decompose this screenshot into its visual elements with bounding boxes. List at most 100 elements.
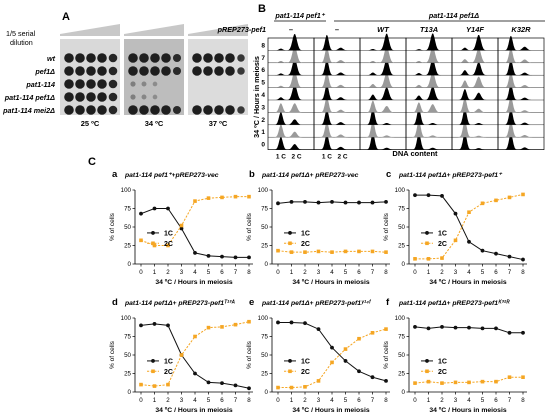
colony-spot: [130, 81, 136, 87]
histogram-column: [359, 37, 407, 150]
colony-spot: [192, 105, 202, 115]
point-1c: [316, 200, 321, 205]
y-tick-label: 100: [121, 315, 132, 322]
point-2c: [316, 249, 321, 254]
chart-letter: b: [249, 169, 255, 180]
point-1c: [370, 375, 375, 380]
histogram-column: [497, 37, 545, 150]
x-tick-label: 1: [290, 269, 294, 276]
dna-histogram: [316, 59, 358, 76]
chart-e: e pat1-114 pef1Δ+ pREP273-pef1ʸ¹⁴ᶠ0255075…: [246, 297, 390, 414]
legend-label-1c: 1C: [438, 358, 447, 365]
colony-spot: [192, 53, 202, 63]
panel-b: B pat1-114 pef1⁺ pat1-114 pef1Δ pREP273-…: [217, 3, 545, 161]
x-tick-label: 7: [371, 269, 375, 276]
y-tick-label: 25: [124, 243, 131, 250]
y-tick-label: 75: [261, 334, 268, 341]
colony-spot: [108, 105, 118, 115]
colony-spot: [108, 53, 118, 63]
y-tick-label: 100: [258, 187, 269, 194]
colony-spot: [192, 66, 202, 76]
point-1c: [384, 379, 388, 383]
point-1c: [193, 371, 197, 376]
point-1c: [440, 324, 444, 329]
colony-spot: [225, 105, 235, 115]
chart-title: pat1-114 pef1Δ+ pREP273-pef1ᴷ³²ᴿ: [398, 300, 510, 307]
dna-histogram: [408, 120, 450, 138]
dna-histogram: [408, 102, 450, 113]
dna-histogram: [500, 108, 542, 125]
dna-histogram: [270, 71, 312, 88]
column-header: –: [335, 25, 339, 34]
x-tick-label: 8: [384, 269, 388, 276]
y-tick-label: 50: [398, 352, 405, 359]
x-tick-label: 8: [521, 269, 525, 276]
colony-spot: [75, 66, 85, 76]
legend-marker-2c: [288, 369, 292, 374]
y-tick-label: 100: [395, 315, 406, 322]
dna-histogram: [454, 35, 496, 51]
dna-histogram: [270, 124, 312, 138]
dna-histogram: [270, 136, 312, 150]
legend-label-2c: 2C: [438, 241, 447, 248]
legend-label-2c: 2C: [301, 369, 310, 376]
point-2c: [330, 250, 334, 254]
chart-d: d pat1-114 pef1Δ+ pREP273-pef1ᵀ¹³ᴬ0255075…: [109, 297, 253, 414]
x-tick-label: 4: [467, 397, 471, 404]
series-line-1c: [415, 194, 524, 261]
x-tick-label: 5: [481, 269, 485, 276]
x-tick-label: 0: [413, 269, 417, 276]
colony-spot: [141, 94, 147, 100]
legend-label-2c: 2C: [164, 241, 173, 248]
x-tick-label: 0: [139, 397, 143, 404]
legend-marker-1c: [151, 359, 155, 363]
dna-histogram: [270, 46, 312, 63]
hour-label: 3: [261, 104, 265, 111]
point-1c: [276, 201, 280, 206]
x-tick-label: 1: [427, 269, 431, 276]
point-2c: [166, 243, 170, 248]
x-tick-label: 2: [166, 269, 170, 276]
y-tick-label: 0: [402, 261, 406, 268]
point-2c: [166, 382, 170, 387]
colony-spot: [150, 105, 160, 115]
point-2c: [521, 375, 525, 379]
column-header: Y14F: [466, 25, 484, 34]
dna-histogram: [362, 87, 404, 100]
point-2c: [303, 385, 307, 389]
point-2c: [343, 249, 348, 254]
dna-histogram: [270, 58, 312, 76]
point-1c: [384, 199, 388, 204]
legend-label-1c: 1C: [438, 230, 447, 237]
point-2c: [233, 194, 238, 199]
hour-label: 8: [261, 42, 265, 49]
point-2c: [453, 238, 458, 243]
legend-marker-1c: [288, 231, 292, 235]
point-1c: [247, 386, 251, 391]
colony-spot: [128, 53, 138, 63]
x-tick-label: 0: [276, 397, 280, 404]
tick-2c: 2 C: [291, 154, 301, 161]
colony-spot: [86, 105, 96, 115]
point-2c: [370, 331, 375, 335]
y-tick-label: 75: [124, 206, 131, 213]
x-tick-label: 1: [153, 397, 157, 404]
x-tick-label: 2: [440, 269, 444, 276]
plate-25c: [60, 39, 120, 115]
y-tick-label: 75: [398, 334, 405, 341]
colony-spot: [86, 79, 96, 89]
x-tick-label: 7: [371, 397, 375, 404]
dna-histogram: [316, 96, 358, 113]
dna-histogram: [362, 33, 404, 51]
x-tick-label: 3: [454, 269, 458, 276]
x-tick-label: 8: [247, 269, 251, 276]
legend-marker-1c: [425, 359, 429, 363]
point-1c: [166, 206, 170, 211]
dna-histogram: [316, 34, 358, 51]
hour-label: 0: [261, 142, 265, 149]
x-tick-label: 2: [166, 397, 170, 404]
hour-label: 5: [261, 80, 265, 87]
point-1c: [507, 330, 512, 335]
